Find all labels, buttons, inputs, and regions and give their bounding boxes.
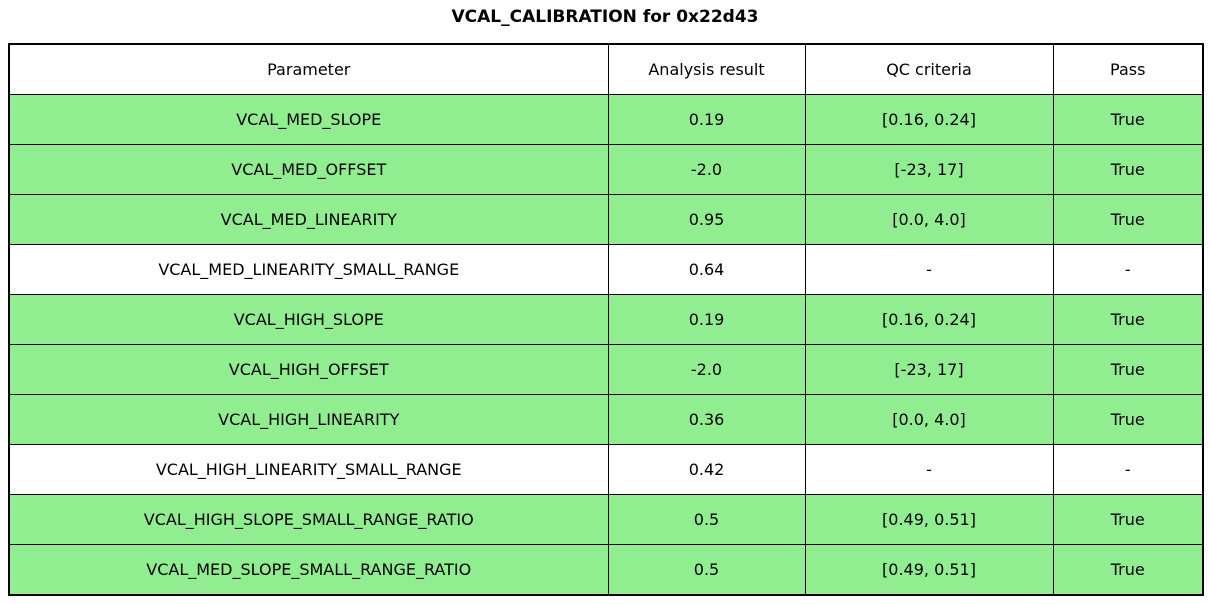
table-row: VCAL_HIGH_LINEARITY 0.36 [0.0, 4.0] True [8,394,1204,445]
cell-pass: True [1052,544,1204,596]
cell-pass: True [1052,144,1204,195]
cell-analysis-result: 0.95 [607,194,806,245]
column-header-parameter: Parameter [8,43,609,95]
column-header-qc-criteria: QC criteria [804,43,1054,95]
calibration-table: Parameter Analysis result QC criteria Pa… [8,43,1204,596]
cell-pass: True [1052,94,1204,145]
table-row: VCAL_HIGH_LINEARITY_SMALL_RANGE 0.42 - - [8,444,1204,495]
cell-qc-criteria: [0.0, 4.0] [804,394,1054,445]
cell-parameter: VCAL_HIGH_LINEARITY_SMALL_RANGE [8,444,609,495]
cell-qc-criteria: [0.49, 0.51] [804,494,1054,545]
cell-parameter: VCAL_MED_OFFSET [8,144,609,195]
cell-pass: - [1052,444,1204,495]
cell-parameter: VCAL_HIGH_LINEARITY [8,394,609,445]
cell-parameter: VCAL_MED_SLOPE [8,94,609,145]
cell-pass: - [1052,244,1204,295]
cell-parameter: VCAL_MED_LINEARITY_SMALL_RANGE [8,244,609,295]
cell-qc-criteria: - [804,444,1054,495]
cell-parameter: VCAL_MED_SLOPE_SMALL_RANGE_RATIO [8,544,609,596]
column-header-pass: Pass [1052,43,1204,95]
table-row: VCAL_MED_OFFSET -2.0 [-23, 17] True [8,144,1204,195]
table-row: VCAL_HIGH_OFFSET -2.0 [-23, 17] True [8,344,1204,395]
table-row: VCAL_MED_SLOPE_SMALL_RANGE_RATIO 0.5 [0.… [8,544,1204,596]
cell-qc-criteria: [0.49, 0.51] [804,544,1054,596]
header-row: Parameter Analysis result QC criteria Pa… [8,43,1204,95]
cell-parameter: VCAL_HIGH_SLOPE_SMALL_RANGE_RATIO [8,494,609,545]
cell-qc-criteria: - [804,244,1054,295]
column-header-analysis-result: Analysis result [607,43,806,95]
cell-analysis-result: 0.42 [607,444,806,495]
table-row: VCAL_HIGH_SLOPE_SMALL_RANGE_RATIO 0.5 [0… [8,494,1204,545]
table-row: VCAL_HIGH_SLOPE 0.19 [0.16, 0.24] True [8,294,1204,345]
cell-qc-criteria: [-23, 17] [804,144,1054,195]
cell-analysis-result: 0.64 [607,244,806,295]
table-row: VCAL_MED_SLOPE 0.19 [0.16, 0.24] True [8,94,1204,145]
table-row: VCAL_MED_LINEARITY_SMALL_RANGE 0.64 - - [8,244,1204,295]
cell-analysis-result: 0.5 [607,494,806,545]
cell-qc-criteria: [0.0, 4.0] [804,194,1054,245]
cell-analysis-result: 0.5 [607,544,806,596]
table-body: VCAL_MED_SLOPE 0.19 [0.16, 0.24] True VC… [8,94,1204,596]
cell-qc-criteria: [0.16, 0.24] [804,94,1054,145]
cell-pass: True [1052,494,1204,545]
cell-pass: True [1052,344,1204,395]
cell-parameter: VCAL_MED_LINEARITY [8,194,609,245]
page-title: VCAL_CALIBRATION for 0x22d43 [451,7,759,27]
cell-pass: True [1052,294,1204,345]
cell-parameter: VCAL_HIGH_OFFSET [8,344,609,395]
cell-analysis-result: 0.36 [607,394,806,445]
cell-qc-criteria: [0.16, 0.24] [804,294,1054,345]
cell-analysis-result: -2.0 [607,144,806,195]
cell-analysis-result: 0.19 [607,294,806,345]
cell-pass: True [1052,194,1204,245]
cell-qc-criteria: [-23, 17] [804,344,1054,395]
cell-analysis-result: 0.19 [607,94,806,145]
table-row: VCAL_MED_LINEARITY 0.95 [0.0, 4.0] True [8,194,1204,245]
cell-analysis-result: -2.0 [607,344,806,395]
cell-parameter: VCAL_HIGH_SLOPE [8,294,609,345]
cell-pass: True [1052,394,1204,445]
